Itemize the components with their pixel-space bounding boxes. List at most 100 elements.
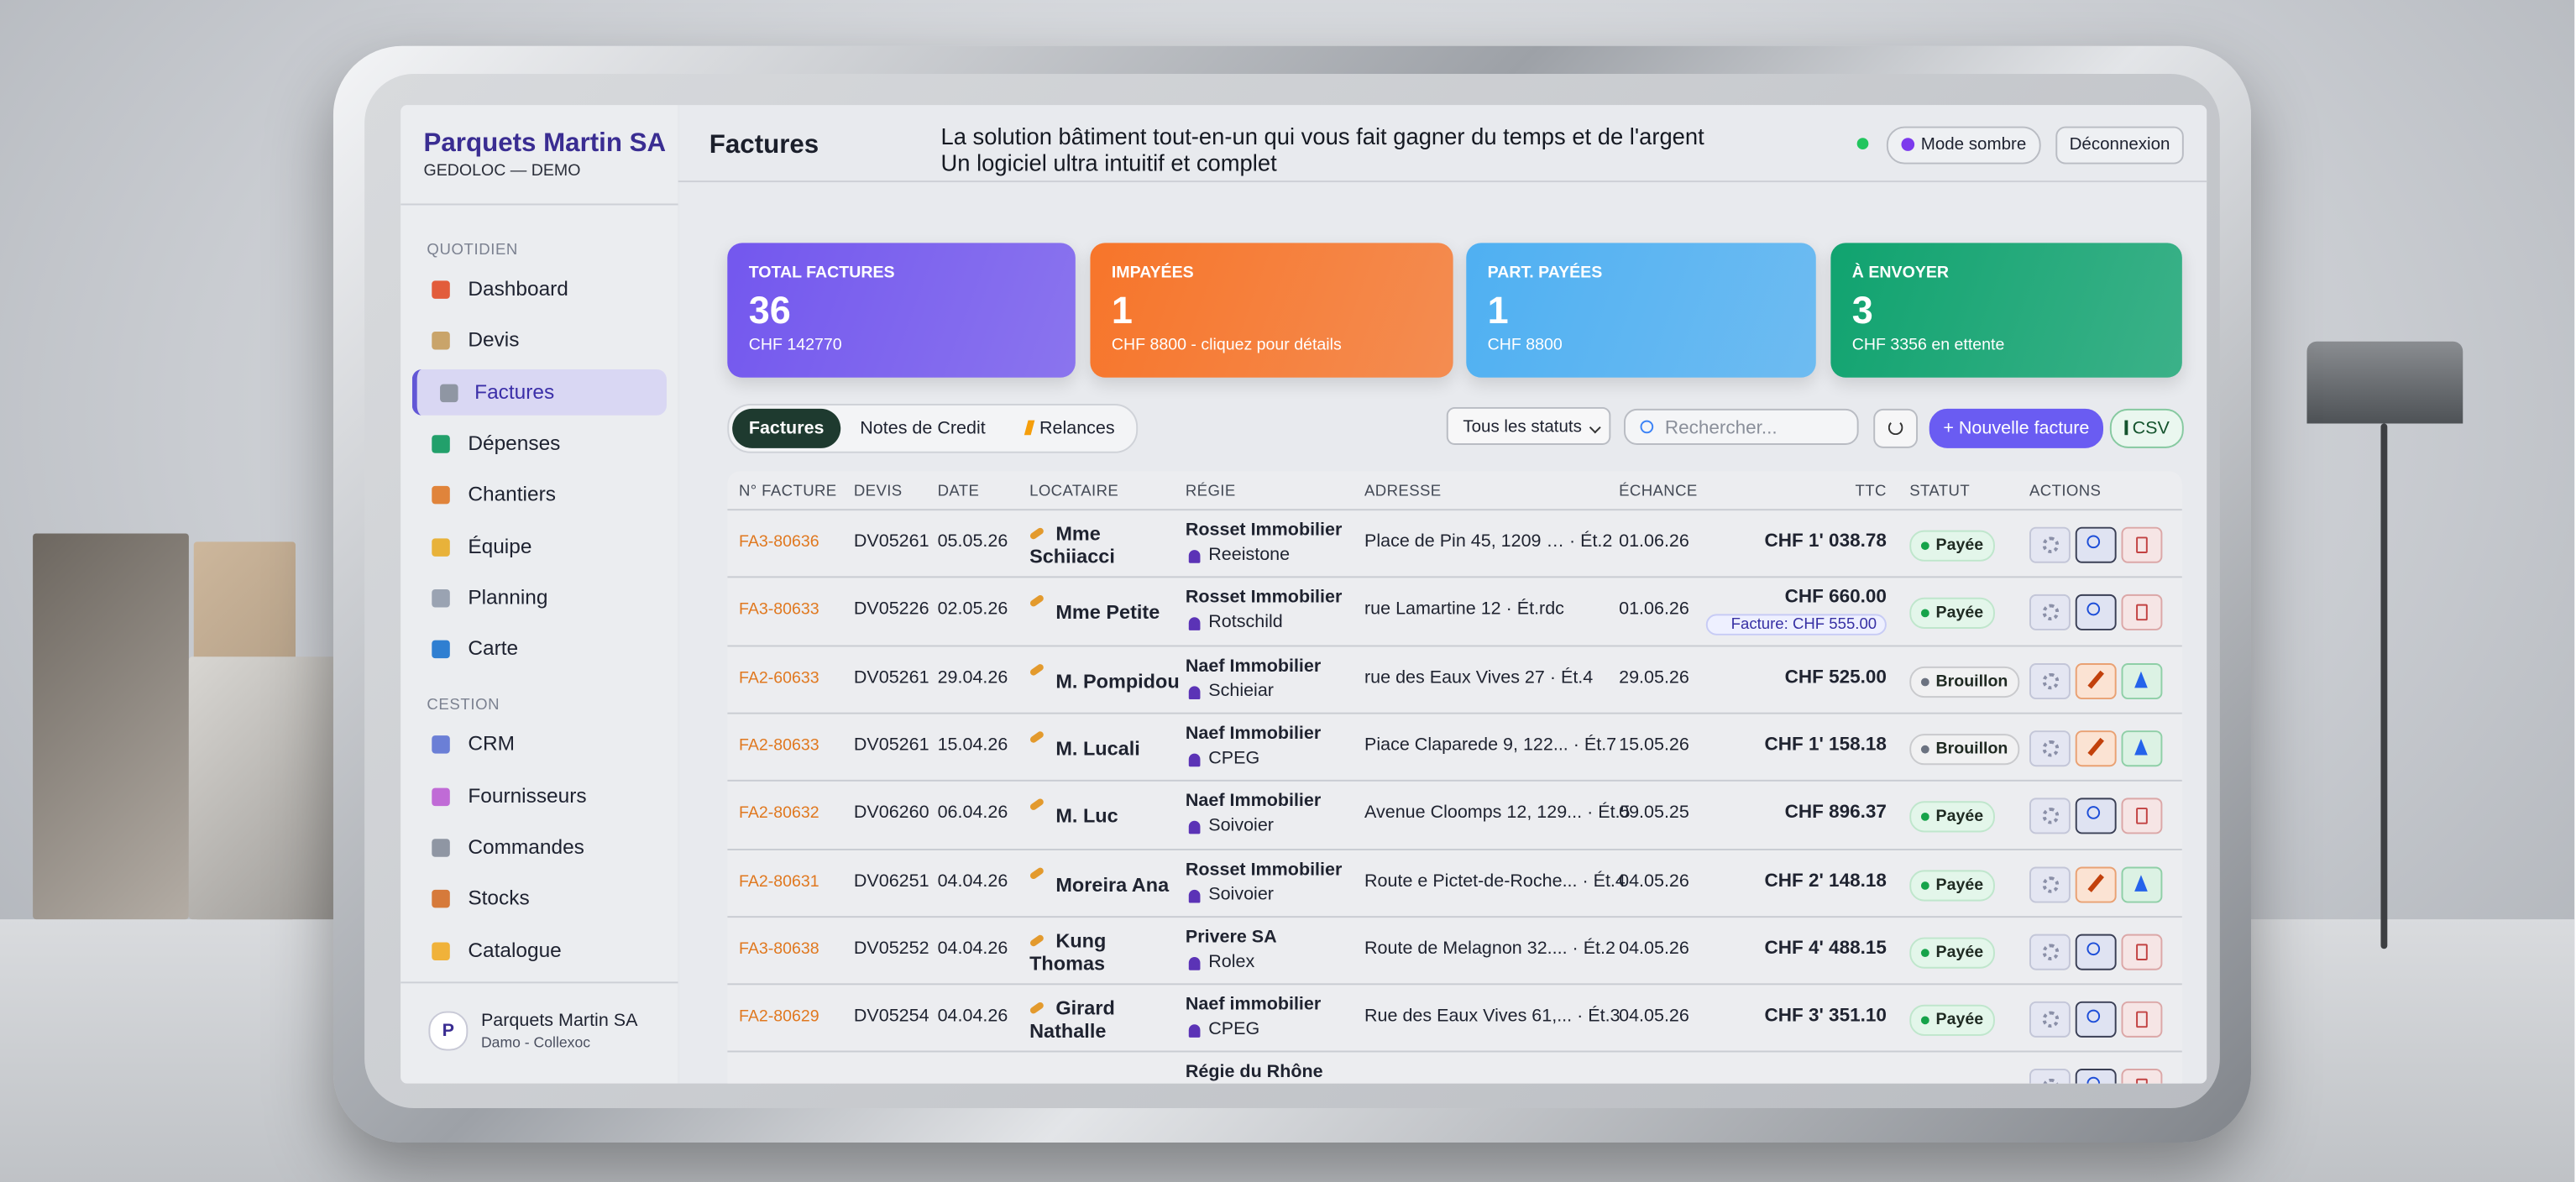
action-button[interactable] — [2029, 1002, 2071, 1038]
action-button[interactable] — [2121, 594, 2163, 631]
nav-section-title: QUOTIDIEN — [427, 241, 518, 259]
action-button[interactable] — [2121, 730, 2163, 767]
tenant-name: M. Luc — [1055, 804, 1118, 828]
stat-value: 1 — [1487, 289, 1509, 332]
logout-button[interactable]: Déconnexion — [2055, 126, 2184, 165]
table-row[interactable]: FA3-80636 DV05261 05.05.26 Mme Schiiacci Ros… — [727, 509, 2182, 578]
status-dot — [1920, 948, 1929, 957]
action-button[interactable] — [2029, 798, 2071, 834]
refresh-button[interactable] — [1873, 408, 1919, 448]
action-button[interactable] — [2121, 526, 2163, 563]
action-button[interactable] — [2029, 526, 2071, 563]
nav-item[interactable]: Stocks — [412, 876, 662, 922]
action-button[interactable] — [2075, 1002, 2117, 1038]
table-row[interactable]: FA2-80631 DV06251 04.04.26 Moreira Ana Rosse… — [727, 848, 2182, 918]
action-button[interactable] — [2075, 662, 2117, 699]
action-button[interactable] — [2075, 1069, 2117, 1084]
quote-number: DV05252 — [853, 939, 929, 959]
user-avatar[interactable]: P — [428, 1011, 469, 1051]
action-icon — [2042, 944, 2060, 960]
tab[interactable]: Relances — [1008, 409, 1134, 448]
nav-item[interactable]: Dépenses — [412, 420, 662, 466]
action-button[interactable] — [2075, 934, 2117, 970]
action-button[interactable] — [2029, 934, 2071, 970]
nav-icon — [432, 332, 450, 351]
stat-card[interactable]: TOTAL FACTURES 36 CHF 142770 — [727, 243, 1076, 378]
search-icon — [1640, 420, 1654, 434]
action-button[interactable] — [2121, 662, 2163, 699]
status-label: Payée — [1935, 1011, 1984, 1030]
table-row[interactable]: FA2-80629 DV05254 04.04.26 Girard Nathalle N… — [727, 983, 2182, 1054]
action-button[interactable] — [2075, 798, 2117, 834]
brand-subtitle: GEDOLOC — DEMO — [423, 162, 581, 181]
stat-detail: CHF 8800 - cliquez pour détails — [1111, 336, 1342, 355]
contact-name: CPEG — [1208, 748, 1260, 768]
invoice-date: 04.04.26 — [937, 939, 1008, 959]
stat-card[interactable]: IMPAYÉES 1 CHF 8800 - cliquez pour détails — [1090, 243, 1453, 378]
nav-item[interactable]: Catalogue — [412, 927, 662, 973]
decor-plank — [188, 656, 337, 920]
nav-item[interactable]: Dashboard — [412, 266, 662, 312]
invoice-number: FA2-80632 — [738, 804, 819, 824]
user-name: Parquets Martin SA — [480, 1011, 638, 1032]
action-button[interactable] — [2029, 866, 2071, 902]
table-row[interactable]: FA3-80638 DV05252 04.04.26 Kung Thomas Prive… — [727, 915, 2182, 986]
nav-item[interactable]: Chantiers — [412, 472, 662, 518]
table-row[interactable]: FA2-60633 DV05261 29.04.26 M. Pompidou Naef … — [727, 644, 2182, 714]
nav-item[interactable]: Commandes — [412, 824, 662, 871]
tab[interactable]: Factures — [732, 408, 841, 448]
nav-item[interactable]: Fournisseurs — [412, 772, 662, 819]
nav-item[interactable]: Factures — [411, 369, 667, 415]
search-input[interactable]: Rechercher... — [1623, 408, 1859, 445]
stat-card[interactable]: PART. PAYÉES 1 CHF 8800 — [1466, 243, 1816, 378]
nav-item[interactable]: Carte — [412, 625, 662, 672]
invoice-date: 04.04.26 — [937, 871, 1008, 891]
column-header: DEVIS — [853, 482, 903, 501]
invoice-number: FA2-80631 — [738, 872, 819, 891]
action-button[interactable] — [2029, 662, 2071, 699]
quote-number: DV05261 — [853, 531, 929, 552]
amount: CHF 1' 158.18 — [1764, 735, 1887, 756]
stat-label: À ENVOYER — [1851, 264, 1949, 283]
action-button[interactable] — [2121, 1069, 2163, 1084]
table-row[interactable]: FA2-80632 DV06260 06.04.26 M. Luc Naef Immob… — [727, 780, 2182, 850]
table-row[interactable]: FA3-80633 DV05226 02.05.26 Mme Petite Rosset… — [727, 576, 2182, 646]
table-row[interactable]: Régie du Rhône — [727, 1051, 2182, 1084]
agency-name: Naef Immobilier — [1185, 791, 1322, 812]
action-button[interactable] — [2121, 798, 2163, 834]
amount: CHF 1' 038.78 — [1764, 531, 1887, 552]
table-row[interactable]: FA2-80633 DV05261 15.04.26 M. Lucali Naef Im… — [727, 712, 2182, 782]
action-button[interactable] — [2075, 866, 2117, 902]
contact-icon — [1188, 550, 1201, 563]
stat-label: TOTAL FACTURES — [748, 264, 895, 283]
status-filter[interactable]: Tous les statuts — [1446, 406, 1611, 445]
action-button[interactable] — [2121, 866, 2163, 902]
nav-item[interactable]: Équipe — [412, 523, 662, 569]
contact-name: CPEG — [1208, 1019, 1260, 1040]
action-button[interactable] — [2075, 594, 2117, 631]
action-button[interactable] — [2121, 1002, 2163, 1038]
csv-button[interactable]: CSV — [2109, 408, 2184, 448]
nav-item[interactable]: Devis — [412, 317, 662, 363]
dark-mode-button[interactable]: Mode sombre — [1886, 126, 2041, 165]
action-button[interactable] — [2075, 526, 2117, 563]
action-button[interactable] — [2029, 594, 2071, 631]
due-date: 15.05.26 — [1619, 735, 1689, 756]
stat-label: IMPAYÉES — [1111, 264, 1194, 283]
new-invoice-button[interactable]: + Nouvelle facture — [1929, 408, 2103, 448]
nav-icon — [440, 383, 458, 402]
action-button[interactable] — [2121, 934, 2163, 970]
action-button[interactable] — [2075, 730, 2117, 767]
stat-value: 3 — [1851, 289, 1873, 332]
tab[interactable]: Notes de Credit — [844, 409, 1002, 448]
due-date: 01.06.26 — [1619, 599, 1689, 620]
action-button[interactable] — [2029, 730, 2071, 767]
due-date: 04.05.26 — [1619, 871, 1689, 891]
nav-item[interactable]: CRM — [412, 721, 662, 767]
nav-item[interactable]: Planning — [412, 574, 662, 620]
invoice-number: FA2-80629 — [738, 1007, 819, 1027]
column-header: N° FACTURE — [738, 482, 837, 501]
stat-card[interactable]: À ENVOYER 3 CHF 3356 en ettente — [1830, 243, 2182, 378]
action-button[interactable] — [2029, 1069, 2071, 1084]
contact-icon — [1188, 956, 1201, 970]
